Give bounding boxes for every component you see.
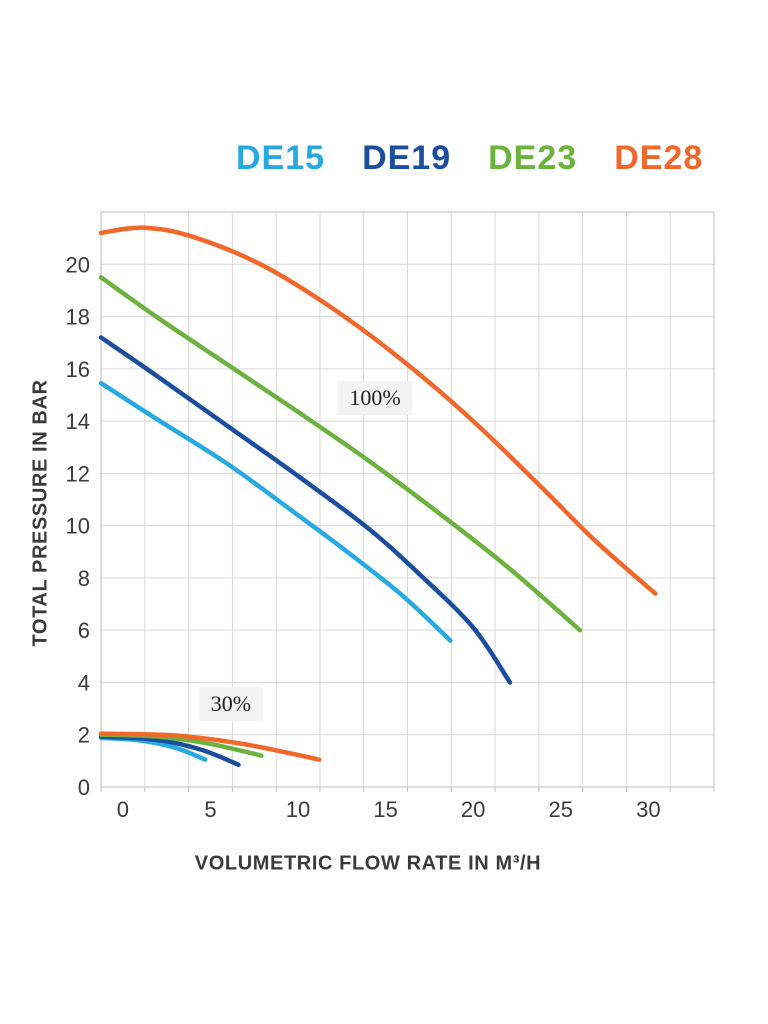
y-tick-label: 2 bbox=[78, 723, 90, 748]
series-curve-de19-30pct bbox=[98, 734, 241, 768]
legend-item-de19: DE19 bbox=[362, 139, 452, 177]
y-tick-label: 20 bbox=[66, 252, 90, 277]
x-tick-label: 30 bbox=[636, 797, 660, 822]
legend-item-de28: DE28 bbox=[614, 139, 704, 177]
x-axis-title: VOLUMETRIC FLOW RATE IN M³/H bbox=[194, 852, 542, 875]
y-tick-label: 10 bbox=[66, 514, 90, 539]
annotation-load-100pct: 100% bbox=[337, 381, 413, 416]
y-tick-label: 14 bbox=[66, 409, 90, 434]
x-tick-label: 5 bbox=[204, 797, 216, 822]
legend-item-de15: DE15 bbox=[236, 139, 326, 177]
y-axis-title: TOTAL PRESSURE IN BAR bbox=[29, 379, 52, 647]
x-tick-label: 25 bbox=[549, 797, 573, 822]
series-curve-de23-100pct bbox=[98, 275, 583, 633]
legend-item-de23: DE23 bbox=[488, 139, 578, 177]
series-curve-de19-100pct bbox=[98, 335, 513, 685]
series-curve-de28-100pct bbox=[98, 225, 658, 596]
x-tick-label: 15 bbox=[373, 797, 397, 822]
y-tick-label: 12 bbox=[66, 461, 90, 486]
annotation-load-30pct: 30% bbox=[198, 687, 264, 722]
y-tick-label: 18 bbox=[66, 305, 90, 330]
y-tick-label: 6 bbox=[78, 618, 90, 643]
series-curve-de15-100pct bbox=[98, 380, 453, 643]
x-tick-label: 0 bbox=[117, 797, 129, 822]
legend: DE15 DE19 DE23 DE28 bbox=[236, 138, 703, 179]
x-tick-label: 10 bbox=[286, 797, 310, 822]
x-tick-label: 20 bbox=[461, 797, 485, 822]
series-curve-de28-30pct bbox=[98, 731, 322, 762]
y-tick-label: 8 bbox=[78, 566, 90, 591]
y-tick-label: 0 bbox=[78, 775, 90, 800]
plot-frame bbox=[100, 211, 715, 788]
y-tick-label: 4 bbox=[78, 670, 90, 695]
y-tick-label: 16 bbox=[66, 357, 90, 382]
